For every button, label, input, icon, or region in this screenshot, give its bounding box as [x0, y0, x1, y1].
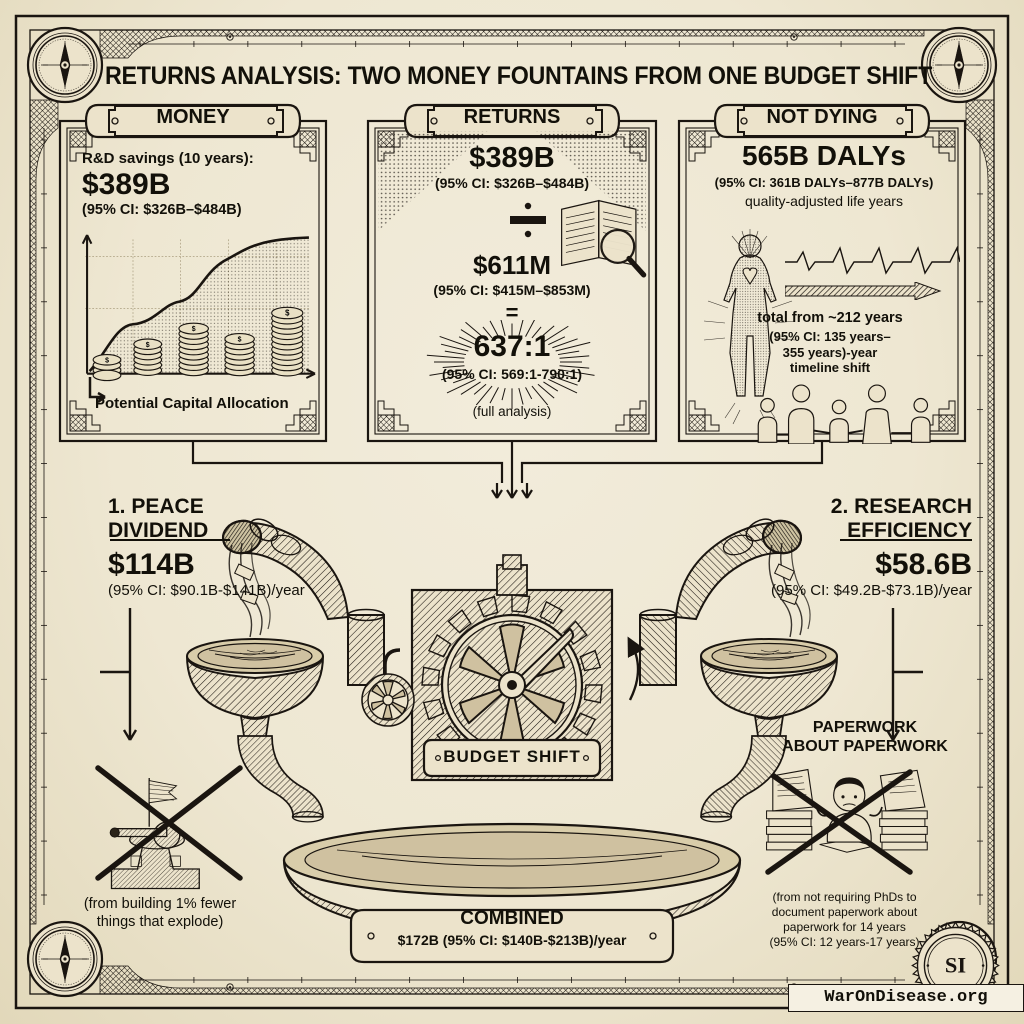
svg-text:$: $	[105, 357, 109, 364]
svg-text:$: $	[146, 342, 150, 349]
svg-text:$: $	[285, 309, 290, 318]
svg-text:$: $	[192, 326, 196, 333]
svg-text:$: $	[238, 337, 242, 344]
